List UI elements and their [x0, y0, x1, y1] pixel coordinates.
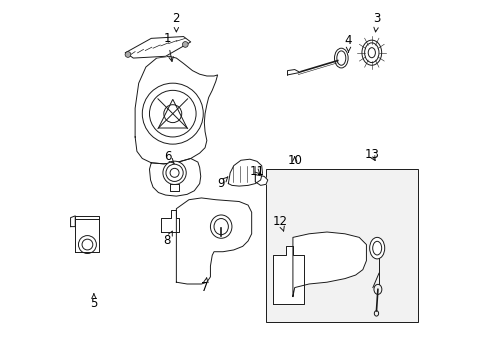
- Text: 11: 11: [249, 165, 264, 177]
- Ellipse shape: [163, 161, 186, 184]
- Text: 6: 6: [163, 150, 174, 163]
- Polygon shape: [287, 69, 300, 75]
- Ellipse shape: [369, 237, 384, 259]
- Polygon shape: [161, 211, 179, 232]
- Polygon shape: [75, 216, 99, 252]
- Text: 13: 13: [364, 148, 379, 161]
- Text: 3: 3: [373, 12, 380, 32]
- Polygon shape: [149, 158, 201, 196]
- Circle shape: [182, 41, 188, 47]
- Text: 10: 10: [286, 154, 302, 167]
- Bar: [265, 169, 418, 321]
- Polygon shape: [273, 246, 303, 304]
- Polygon shape: [292, 232, 366, 297]
- Ellipse shape: [361, 40, 381, 65]
- Text: 8: 8: [163, 231, 172, 247]
- Circle shape: [142, 83, 203, 144]
- Polygon shape: [125, 37, 190, 58]
- Circle shape: [125, 51, 131, 57]
- Text: 1: 1: [163, 32, 173, 62]
- Ellipse shape: [334, 48, 347, 68]
- Text: 2: 2: [172, 12, 180, 32]
- Polygon shape: [169, 184, 179, 191]
- Polygon shape: [135, 56, 217, 164]
- Polygon shape: [255, 175, 267, 185]
- Polygon shape: [176, 198, 251, 284]
- Text: 4: 4: [344, 33, 351, 52]
- Text: 12: 12: [272, 215, 287, 231]
- Polygon shape: [228, 159, 262, 186]
- Text: 5: 5: [90, 294, 98, 310]
- Text: 9: 9: [217, 177, 227, 190]
- Polygon shape: [70, 216, 75, 226]
- Text: 7: 7: [201, 278, 208, 294]
